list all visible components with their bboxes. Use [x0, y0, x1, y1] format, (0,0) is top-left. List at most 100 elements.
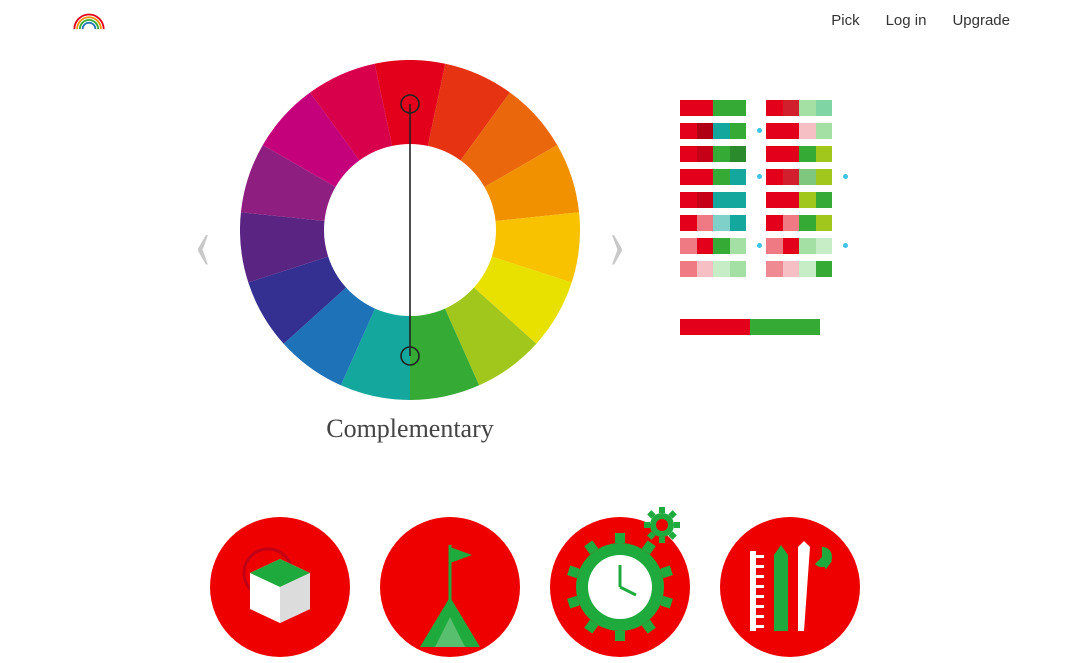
palette-swatch [799, 238, 816, 254]
palette-panel [680, 100, 880, 335]
palette-swatch [680, 192, 697, 208]
palette-swatch [816, 192, 833, 208]
next-scheme-arrow[interactable]: › [609, 199, 625, 287]
palette-swatch [783, 261, 800, 277]
palette-row[interactable] [680, 169, 746, 185]
palette-combo-bar[interactable] [680, 319, 820, 335]
demo-circle-gears[interactable] [550, 517, 690, 657]
palette-swatch [730, 238, 747, 254]
palette-swatch [730, 123, 747, 139]
palette-marker-dot [843, 174, 848, 179]
palette-row[interactable] [766, 169, 832, 185]
palette-marker-dot [843, 243, 848, 248]
flag-icon [380, 517, 520, 657]
demo-circle-flag[interactable] [380, 517, 520, 657]
palette-row[interactable] [680, 238, 746, 254]
palette-swatch [783, 146, 800, 162]
palette-swatch [730, 169, 747, 185]
palette-swatch [799, 100, 816, 116]
palette-swatch [730, 215, 747, 231]
palette-swatch [766, 261, 783, 277]
palette-swatch [713, 100, 730, 116]
combo-swatch [680, 319, 750, 335]
palette-swatch [799, 169, 816, 185]
palette-row[interactable] [680, 123, 746, 139]
palette-swatch [680, 123, 697, 139]
palette-row[interactable] [680, 215, 746, 231]
nav-upgrade[interactable]: Upgrade [952, 12, 1010, 29]
palette-row[interactable] [766, 123, 832, 139]
palette-swatch [697, 238, 714, 254]
palette-swatch [816, 261, 833, 277]
palette-swatch [783, 123, 800, 139]
palette-swatch [799, 192, 816, 208]
palette-swatch [730, 100, 747, 116]
palette-swatch [730, 192, 747, 208]
palette-row[interactable] [680, 192, 746, 208]
palette-swatch [816, 123, 833, 139]
palette-swatch [697, 146, 714, 162]
palette-column-right [766, 100, 832, 277]
palette-swatch [713, 169, 730, 185]
palette-row[interactable] [766, 238, 832, 254]
gears-icon [540, 503, 700, 663]
palette-swatch [816, 146, 833, 162]
palette-row[interactable] [680, 100, 746, 116]
palette-marker-dot [757, 128, 762, 133]
palette-swatch [697, 123, 714, 139]
demo-circles [210, 517, 860, 657]
palette-swatch [680, 100, 697, 116]
palette-swatch [766, 146, 783, 162]
palette-swatch [816, 215, 833, 231]
demo-circle-cube[interactable] [210, 517, 350, 657]
palette-swatch [783, 100, 800, 116]
palette-swatch [783, 215, 800, 231]
prev-scheme-arrow[interactable]: ‹ [195, 199, 211, 287]
palette-swatch [783, 238, 800, 254]
logo-icon [70, 9, 108, 31]
palette-swatch [713, 215, 730, 231]
palette-swatch [697, 100, 714, 116]
palette-swatch [730, 146, 747, 162]
tools-icon [720, 517, 860, 657]
palette-row[interactable] [766, 192, 832, 208]
palette-marker-dot [757, 174, 762, 179]
palette-swatch [766, 169, 783, 185]
palette-row[interactable] [766, 100, 832, 116]
palette-swatch [783, 192, 800, 208]
palette-swatch [680, 215, 697, 231]
palette-marker-dot [757, 243, 762, 248]
palette-swatch [713, 261, 730, 277]
main: ‹ › Complementary [0, 60, 1080, 444]
palette-swatch [730, 261, 747, 277]
cube-icon [210, 517, 350, 657]
palette-swatch [816, 169, 833, 185]
palette-swatch [713, 238, 730, 254]
nav-pick[interactable]: Pick [831, 12, 859, 29]
palette-row[interactable] [766, 146, 832, 162]
palette-swatch [713, 146, 730, 162]
palette-row[interactable] [680, 146, 746, 162]
palette-swatch [766, 192, 783, 208]
palette-swatch [816, 100, 833, 116]
palette-swatch [799, 261, 816, 277]
palette-swatch [766, 238, 783, 254]
palette-swatch [697, 169, 714, 185]
demo-circle-tools[interactable] [720, 517, 860, 657]
palette-swatch [680, 146, 697, 162]
header: Pick Log in Upgrade [0, 0, 1080, 40]
palette-swatch [766, 100, 783, 116]
color-wheel[interactable] [240, 60, 580, 400]
color-wheel-block: ‹ › Complementary [200, 60, 620, 444]
palette-row[interactable] [680, 261, 746, 277]
palette-column-left [680, 100, 746, 277]
palette-swatch [783, 169, 800, 185]
palette-swatch [680, 261, 697, 277]
palette-swatch [799, 146, 816, 162]
palette-row[interactable] [766, 215, 832, 231]
palette-swatch [697, 215, 714, 231]
palette-row[interactable] [766, 261, 832, 277]
palette-swatch [766, 215, 783, 231]
palette-swatch [713, 192, 730, 208]
nav-login[interactable]: Log in [886, 12, 927, 29]
